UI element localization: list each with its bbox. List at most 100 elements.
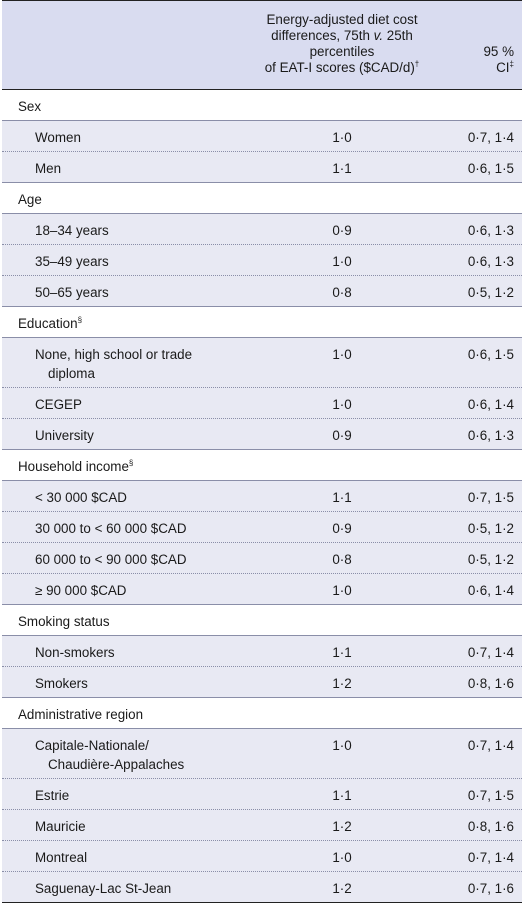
table-row: Mauricie 1·2 0·8, 1·6 — [2, 810, 522, 841]
table-row: 35–49 years 1·0 0·6, 1·3 — [2, 245, 522, 276]
ci-value: 0·5, 1·2 — [467, 552, 514, 567]
ci-value: 0·7, 1·6 — [467, 881, 514, 896]
cost-difference-value: 0·9 — [332, 223, 352, 238]
ci-value: 0·7, 1·4 — [467, 645, 514, 660]
section-label: Administrative region — [18, 707, 144, 722]
section-label: Education§ — [18, 315, 83, 331]
table-row: ≥ 90 000 $CAD 1·0 0·6, 1·4 — [2, 574, 522, 605]
header-ci: 95 % CI‡ — [454, 44, 514, 76]
row-label: Saguenay-Lac St-Jean — [35, 881, 172, 896]
row-label: < 30 000 $CAD — [35, 490, 127, 505]
cost-difference-value: 1·0 — [332, 850, 352, 865]
ci-value: 0·6, 1·3 — [467, 428, 514, 443]
section-row: Age — [2, 183, 522, 214]
cost-difference-value: 1·1 — [332, 788, 352, 803]
header-text-line: 95 % — [483, 44, 514, 59]
footnote-mark: § — [128, 458, 134, 468]
cost-difference-value: 1·2 — [332, 881, 352, 896]
ci-value: 0·7, 1·4 — [467, 738, 514, 753]
section-label: Age — [18, 192, 42, 207]
section-row: Smoking status — [2, 605, 522, 636]
cost-difference-value: 1·0 — [332, 583, 352, 598]
row-label: ≥ 90 000 $CAD — [35, 583, 127, 598]
cost-difference-value: 0·8 — [332, 552, 352, 567]
header-text-line: CI‡ — [496, 59, 514, 75]
table-row: Men 1·1 0·6, 1·5 — [2, 152, 522, 183]
table-row: 18–34 years 0·9 0·6, 1·3 — [2, 214, 522, 245]
cost-difference-value: 1·0 — [332, 347, 352, 362]
row-label: Mauricie — [35, 819, 86, 834]
ci-value: 0·8, 1·6 — [467, 819, 514, 834]
row-label: Smokers — [35, 676, 88, 691]
footnote-mark: § — [77, 315, 83, 325]
cost-difference-value: 0·9 — [332, 521, 352, 536]
ci-value: 0·8, 1·6 — [467, 676, 514, 691]
footnote-mark: † — [414, 59, 420, 69]
cost-difference-value: 1·0 — [332, 738, 352, 753]
cost-difference-value: 1·1 — [332, 645, 352, 660]
ci-value: 0·7, 1·4 — [467, 130, 514, 145]
cost-difference-value: 1·2 — [332, 676, 352, 691]
ci-value: 0·6, 1·4 — [467, 583, 514, 598]
table-row: University 0·9 0·6, 1·3 — [2, 419, 522, 450]
ci-value: 0·6, 1·5 — [467, 161, 514, 176]
row-label: Women — [35, 130, 81, 145]
table-row: Montreal 1·0 0·7, 1·4 — [2, 841, 522, 872]
ci-value: 0·5, 1·2 — [467, 285, 514, 300]
ci-value: 0·6, 1·5 — [467, 347, 514, 362]
header-text-line: Energy-adjusted diet cost — [266, 12, 418, 27]
header-text-line: of EAT-I scores ($CAD/d)† — [264, 59, 420, 75]
row-label: Montreal — [35, 850, 88, 865]
table-row: 30 000 to < 60 000 $CAD 0·9 0·5, 1·2 — [2, 512, 522, 543]
cost-difference-value: 1·1 — [332, 490, 352, 505]
cost-difference-value: 1·1 — [332, 161, 352, 176]
ci-value: 0·7, 1·4 — [467, 850, 514, 865]
ci-value: 0·6, 1·3 — [467, 254, 514, 269]
ci-value: 0·7, 1·5 — [467, 788, 514, 803]
cost-difference-value: 1·0 — [332, 397, 352, 412]
table-header: Energy-adjusted diet cost differences, 7… — [2, 0, 522, 90]
table-row: Non-smokers 1·1 0·7, 1·4 — [2, 636, 522, 667]
ci-value: 0·6, 1·3 — [467, 223, 514, 238]
section-label: Smoking status — [18, 614, 110, 629]
cost-difference-value: 1·0 — [332, 130, 352, 145]
row-label: None, high school or trade diploma — [35, 347, 193, 381]
table-row: Capitale-Nationale/Chaudière-Appalaches 1… — [2, 729, 522, 779]
cost-difference-value: 0·8 — [332, 285, 352, 300]
section-label: Sex — [18, 99, 42, 114]
table-row: Smokers 1·2 0·8, 1·6 — [2, 667, 522, 698]
row-label: 35–49 years — [35, 254, 109, 269]
header-text-line: percentiles — [309, 44, 375, 59]
table-body: Sex Women 1·0 0·7, 1·4 Men 1·1 0·6, 1·5 Age 18–3… — [2, 90, 522, 903]
row-label: Men — [35, 161, 62, 176]
table-row: Estrie 1·1 0·7, 1·5 — [2, 779, 522, 810]
table-row: Saguenay-Lac St-Jean 1·2 0·7, 1·6 — [2, 872, 522, 903]
table-row: 50–65 years 0·8 0·5, 1·2 — [2, 276, 522, 307]
table-row: < 30 000 $CAD 1·1 0·7, 1·5 — [2, 481, 522, 512]
table-row: None, high school or trade diploma 1·0 0·6,… — [2, 338, 522, 388]
row-label: Capitale-Nationale/Chaudière-Appalaches — [35, 738, 185, 772]
ci-value: 0·6, 1·4 — [467, 397, 514, 412]
row-label: Non-smokers — [35, 645, 115, 660]
row-label: 60 000 to < 90 000 $CAD — [35, 552, 187, 567]
row-label: Estrie — [35, 788, 70, 803]
row-label: University — [35, 428, 94, 443]
row-label: 50–65 years — [35, 285, 109, 300]
ci-value: 0·7, 1·5 — [467, 490, 514, 505]
table-row: Women 1·0 0·7, 1·4 — [2, 121, 522, 152]
row-label: 18–34 years — [35, 223, 109, 238]
header-text-line: differences, 75th v. 25th — [271, 28, 413, 43]
table-row: CEGEP 1·0 0·6, 1·4 — [2, 388, 522, 419]
cost-difference-value: 1·2 — [332, 819, 352, 834]
row-label: 30 000 to < 60 000 $CAD — [35, 521, 187, 536]
section-row: Household income§ — [2, 450, 522, 481]
cost-difference-value: 0·9 — [332, 428, 352, 443]
header-cost-difference: Energy-adjusted diet cost differences, 7… — [234, 12, 450, 76]
ci-value: 0·5, 1·2 — [467, 521, 514, 536]
row-label: CEGEP — [35, 397, 82, 412]
section-row: Education§ — [2, 307, 522, 338]
footnote-mark: ‡ — [509, 59, 514, 69]
table-row: 60 000 to < 90 000 $CAD 0·8 0·5, 1·2 — [2, 543, 522, 574]
section-row: Administrative region — [2, 698, 522, 729]
